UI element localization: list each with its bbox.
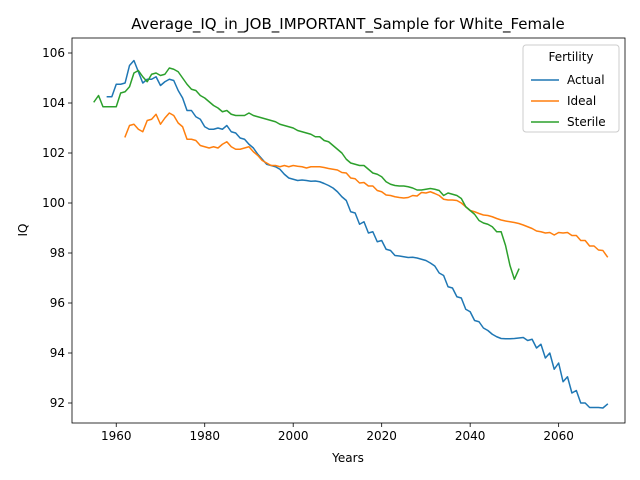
x-tick-label: 2000	[278, 429, 309, 443]
y-tick-label: 106	[42, 46, 65, 60]
y-tick-label: 102	[42, 146, 65, 160]
x-axis-label: Years	[331, 451, 364, 465]
x-axis: 1960 1980 2000 2020 2040 2060	[101, 423, 574, 443]
x-tick-label: 1980	[189, 429, 220, 443]
y-tick-label: 94	[50, 346, 65, 360]
x-tick-label: 2040	[455, 429, 486, 443]
x-tick-label: 1960	[101, 429, 132, 443]
x-tick-label: 2020	[366, 429, 397, 443]
y-axis-label: IQ	[16, 224, 30, 237]
y-axis: 92 94 96 98 100 102 104 106	[42, 46, 72, 410]
y-tick-label: 98	[50, 246, 65, 260]
y-tick-label: 92	[50, 396, 65, 410]
chart-title: Average_IQ_in_JOB_IMPORTANT_Sample for W…	[131, 15, 564, 34]
x-tick-label: 2060	[543, 429, 574, 443]
y-tick-label: 104	[42, 96, 65, 110]
series-line-ideal	[125, 113, 607, 257]
legend-label-actual: Actual	[567, 73, 605, 87]
legend-label-ideal: Ideal	[567, 94, 596, 108]
legend-title: Fertility	[548, 50, 593, 64]
legend: Fertility Actual Ideal Sterile	[523, 45, 619, 132]
legend-label-sterile: Sterile	[567, 115, 606, 129]
y-tick-label: 96	[50, 296, 65, 310]
series-line-sterile	[94, 68, 519, 279]
y-tick-label: 100	[42, 196, 65, 210]
